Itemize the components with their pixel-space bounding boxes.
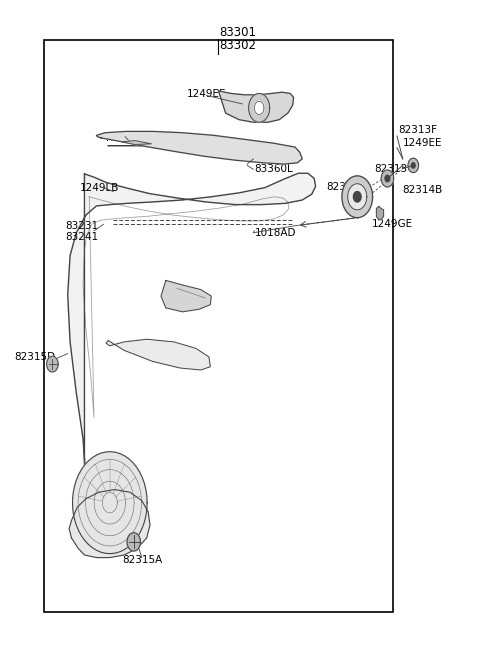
Polygon shape (348, 183, 367, 210)
Polygon shape (127, 533, 141, 551)
Text: 1018AD: 1018AD (254, 228, 296, 238)
Text: 1249EE: 1249EE (403, 138, 442, 148)
Text: REF.91-935: REF.91-935 (106, 133, 164, 143)
Text: 83231: 83231 (65, 221, 98, 231)
Text: 82313F: 82313F (398, 125, 437, 135)
Text: 82315A: 82315A (122, 555, 162, 565)
Polygon shape (69, 489, 150, 557)
Polygon shape (376, 206, 384, 219)
Polygon shape (96, 132, 302, 164)
Text: 82315D: 82315D (14, 352, 55, 362)
Polygon shape (161, 280, 211, 312)
Polygon shape (385, 175, 390, 181)
Text: 83241: 83241 (65, 233, 98, 242)
Polygon shape (408, 159, 419, 172)
Text: 82314B: 82314B (403, 185, 443, 195)
Text: 82313: 82313 (374, 164, 407, 174)
Polygon shape (72, 452, 147, 553)
Polygon shape (106, 339, 210, 370)
Text: 1249LB: 1249LB (80, 183, 119, 193)
Polygon shape (342, 176, 372, 217)
Polygon shape (381, 170, 394, 187)
Text: 1249GE: 1249GE (372, 219, 413, 229)
Polygon shape (123, 141, 152, 145)
Polygon shape (68, 174, 316, 510)
Text: 83301: 83301 (219, 26, 256, 39)
Polygon shape (353, 191, 361, 202)
Text: 83360K: 83360K (254, 153, 294, 162)
Polygon shape (254, 102, 264, 115)
Text: 83302: 83302 (219, 39, 256, 52)
Text: 1249EE: 1249EE (187, 88, 226, 98)
Polygon shape (218, 91, 294, 122)
Bar (44, 40, 393, 612)
Polygon shape (47, 356, 58, 372)
Polygon shape (411, 163, 415, 168)
Polygon shape (249, 94, 270, 122)
Text: 83360L: 83360L (254, 164, 293, 174)
Text: 82318D: 82318D (326, 182, 367, 192)
